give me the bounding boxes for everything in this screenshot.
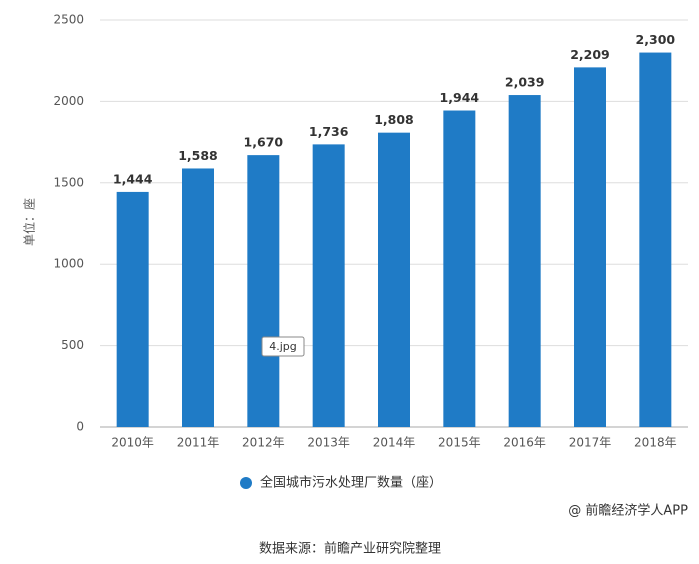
value-label: 1,444 (113, 171, 153, 186)
value-label: 2,300 (636, 32, 676, 47)
y-tick-label: 2500 (53, 13, 84, 27)
credit: @ 前瞻经济学人APP (568, 503, 688, 519)
tooltip-box (261, 336, 305, 357)
x-tick-label: 2018年 (634, 436, 677, 450)
y-axis-title: 单位：座 (22, 198, 37, 246)
x-tick-label: 2012年 (242, 436, 285, 450)
bar (182, 168, 214, 427)
value-label: 2,209 (570, 47, 610, 62)
bar (443, 110, 476, 428)
value-label: 1,670 (244, 135, 284, 150)
bar (312, 144, 345, 427)
value-label: 1,944 (440, 90, 480, 105)
y-tick-label: 2000 (53, 94, 84, 108)
legend-label: 全国城市污水处理厂数量（座） (260, 475, 442, 491)
bar (639, 52, 672, 428)
bar (574, 67, 606, 427)
bar (508, 95, 541, 428)
bar (378, 132, 410, 427)
x-tick-label: 2017年 (569, 436, 612, 450)
y-tick-label: 1500 (53, 175, 84, 189)
source: 数据来源：前瞻产业研究院整理 (259, 541, 441, 557)
x-tick-label: 2015年 (438, 436, 481, 450)
bar (247, 155, 280, 427)
x-tick-label: 2016年 (503, 436, 546, 450)
bar (116, 191, 149, 427)
tooltip: 4.jpg (269, 340, 297, 353)
value-label: 1,808 (374, 112, 414, 127)
y-tick-label: 1000 (53, 257, 84, 271)
value-label: 2,039 (505, 75, 545, 90)
x-tick-label: 2014年 (373, 436, 416, 450)
x-tick-label: 2011年 (177, 436, 220, 450)
x-tick-label: 2010年 (111, 436, 154, 450)
value-label: 1,588 (178, 148, 218, 163)
y-tick-label: 500 (61, 338, 84, 352)
y-tick-label: 0 (76, 420, 84, 434)
legend-marker (240, 477, 252, 489)
x-tick-label: 2013年 (307, 436, 350, 450)
value-label: 1,736 (309, 124, 349, 139)
